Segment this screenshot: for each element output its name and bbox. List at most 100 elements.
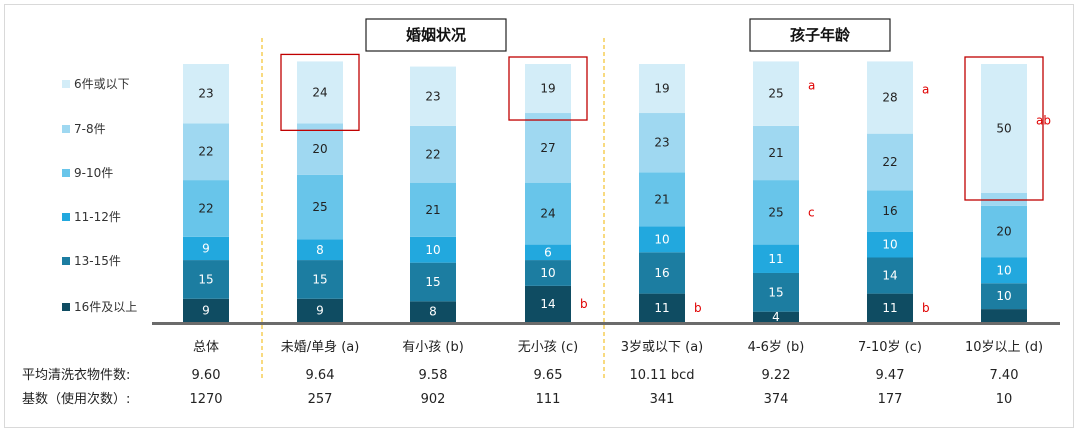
group-titles: 婚姻状况 孩子年龄 <box>365 18 891 52</box>
significance-letter: a <box>922 83 929 97</box>
data-label: 28 <box>882 91 897 105</box>
bar-segment <box>410 236 456 263</box>
data-label: 19 <box>540 82 555 96</box>
significance-letter: b <box>922 301 930 315</box>
bar-segment <box>753 61 799 126</box>
legend-label: 11-12件 <box>74 210 121 224</box>
category-label: 7-10岁 (c) <box>858 340 922 355</box>
data-label: 4 <box>772 310 780 324</box>
data-label: 50 <box>996 122 1011 136</box>
data-label: 22 <box>198 201 213 215</box>
significance-letter: a <box>808 79 815 93</box>
row-value: 257 <box>308 392 333 407</box>
row-value: 902 <box>421 392 446 407</box>
category-label: 有小孩 (b) <box>402 340 464 355</box>
bar-segment <box>297 174 343 240</box>
group-title-box <box>749 18 891 52</box>
row-value: 7.40 <box>990 368 1019 383</box>
row-title: 平均清洗衣物件数: <box>22 367 130 383</box>
row-value: 177 <box>878 392 903 407</box>
data-label: 10 <box>996 263 1011 277</box>
legend-swatch <box>62 257 70 265</box>
bar-segment <box>639 64 685 114</box>
row-value: 341 <box>650 392 675 407</box>
data-label: 21 <box>654 192 669 206</box>
data-label: 15 <box>198 272 213 286</box>
category-label: 4-6岁 (b) <box>748 340 805 355</box>
group-title-box <box>365 18 507 52</box>
bar-segment <box>639 226 685 253</box>
data-label: 16 <box>882 204 897 218</box>
row-value: 9.47 <box>876 368 905 383</box>
bar-segment <box>639 172 685 227</box>
overlays: b b bca aab <box>152 38 1060 378</box>
category-label: 无小孩 (c) <box>518 340 578 355</box>
legend: 6件或以下 7-8件 9-10件 11-12件 13-15件 16件及以上 <box>62 77 137 314</box>
data-label: 22 <box>198 145 213 159</box>
bar-segment <box>410 66 456 126</box>
bar-segment <box>183 180 229 237</box>
row-value: 9.65 <box>534 368 563 383</box>
row-value: 9.64 <box>306 368 335 383</box>
legend-swatch <box>62 303 70 311</box>
bar-segment <box>525 260 571 286</box>
data-label: 25 <box>312 200 327 214</box>
bar-segment <box>410 125 456 183</box>
legend-swatch <box>62 213 70 221</box>
data-label: 23 <box>654 136 669 150</box>
bar-segment <box>867 231 913 258</box>
bar-segment <box>297 298 343 322</box>
data-label: 11 <box>882 301 897 315</box>
data-label: 11 <box>654 301 669 315</box>
row-value: 10 <box>996 392 1013 407</box>
data-label: 25 <box>768 87 783 101</box>
legend-label: 9-10件 <box>74 166 113 180</box>
row-value: 9.22 <box>762 368 791 383</box>
bars: 9 15 9 22 22 23 9 15 8 25 20 24 8 15 10 21 22 23 14 10 6 24 27… <box>183 61 1027 324</box>
bar-segment <box>639 252 685 294</box>
data-label: 15 <box>425 275 440 289</box>
bar-segment <box>525 113 571 183</box>
group-title: 婚姻状况 <box>406 26 466 44</box>
bar-segment <box>525 285 571 322</box>
significance-letter: b <box>580 297 588 311</box>
legend-swatch <box>62 80 70 88</box>
data-label: 19 <box>654 82 669 96</box>
bar-segment <box>753 180 799 245</box>
bar-segment <box>297 260 343 299</box>
category-labels: 总体 未婚/单身 (a) 有小孩 (b) 无小孩 (c) 3岁或以下 (a) 4-6岁 (… <box>193 339 1043 355</box>
data-label: 10 <box>996 289 1011 303</box>
chart-frame <box>4 4 1074 428</box>
category-label: 3岁或以下 (a) <box>621 340 704 355</box>
legend-label: 16件及以上 <box>74 300 137 314</box>
bar-segment <box>981 64 1027 193</box>
row-value: 1270 <box>189 392 222 407</box>
row-title: 基数（使用次数）: <box>22 391 130 407</box>
bar-segment <box>867 133 913 191</box>
bar-segment <box>183 236 229 261</box>
category-label: 未婚/单身 (a) <box>281 339 360 355</box>
row-value: 374 <box>764 392 789 407</box>
bar-segment <box>753 272 799 312</box>
bar-segment <box>525 182 571 245</box>
bar-segment <box>183 260 229 299</box>
bar-segment <box>981 257 1027 284</box>
bar-segment <box>753 244 799 273</box>
legend-label: 6件或以下 <box>74 77 130 91</box>
data-label: 9 <box>316 303 324 317</box>
data-label: 10 <box>882 238 897 252</box>
bar-segment <box>297 239 343 261</box>
data-label: 8 <box>429 305 437 319</box>
bar-segment <box>183 298 229 322</box>
data-label: 10 <box>540 266 555 280</box>
row-value: 10.11 bcd <box>630 368 695 383</box>
data-label: 21 <box>768 146 783 160</box>
highlight-box <box>508 56 588 121</box>
data-label: 25 <box>768 205 783 219</box>
data-label: 16 <box>654 266 669 280</box>
significance-letter: c <box>808 205 815 219</box>
bar-segment <box>981 205 1027 258</box>
highlight-box <box>280 53 360 131</box>
bar-segment <box>981 309 1027 322</box>
